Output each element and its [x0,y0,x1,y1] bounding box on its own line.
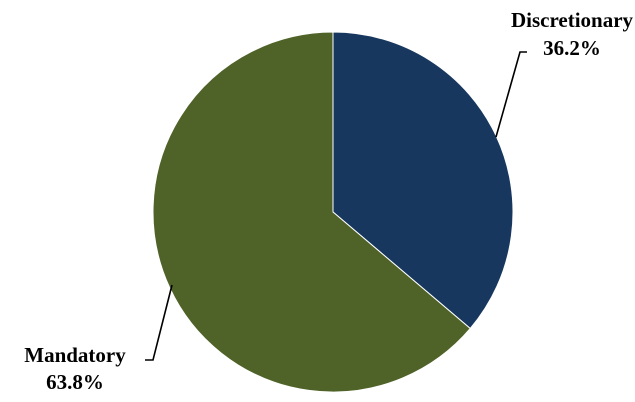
leader-line-discretionary [495,51,527,138]
leader-line-mandatory [145,284,173,361]
slice-label-mandatory: Mandatory [24,343,126,367]
slice-percent-discretionary: 36.2% [543,36,601,60]
pie-slice-mandatory [152,31,471,393]
slice-percent-mandatory: 63.8% [46,370,104,394]
slice-label-discretionary: Discretionary [511,8,634,32]
